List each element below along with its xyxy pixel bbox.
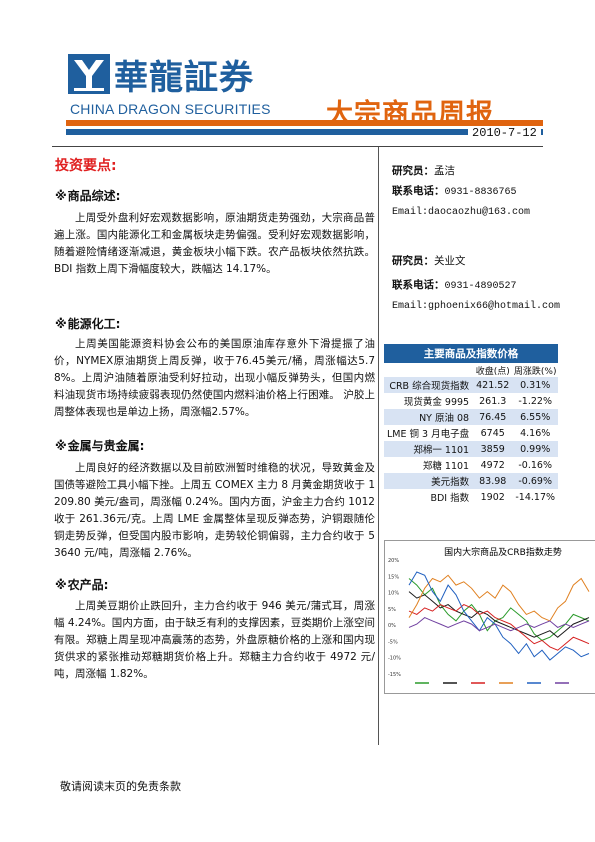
row-close: 1902 bbox=[480, 491, 505, 503]
series-line-4 bbox=[408, 571, 590, 661]
analyst-2-name: 研究员：关业文 bbox=[392, 253, 466, 268]
analyst-role-label: 研究员： bbox=[392, 165, 434, 177]
reference-mark: ※ bbox=[55, 578, 67, 592]
row-change: 0.99% bbox=[512, 441, 559, 457]
disclaimer-note: 敬请阅读末页的免责条款 bbox=[60, 780, 181, 793]
y-tick-label: -5% bbox=[388, 639, 398, 645]
chart-title: 国内大宗商品及CRB指数走势 bbox=[444, 546, 562, 558]
paragraph-agriculture: 上周美豆期价止跌回升，主力合约收于 946 美元/蒲式耳，周涨幅 4.24%。国… bbox=[54, 600, 375, 680]
report-date: 2010-7-12 bbox=[468, 126, 541, 140]
row-close: 76.45 bbox=[473, 409, 513, 425]
reference-mark: ※ bbox=[55, 317, 67, 331]
trend-chart-svg: 国内大宗商品及CRB指数走势 20% 15% 10% 5% 0% -5% -10% -15% bbox=[388, 546, 590, 684]
series-line-2 bbox=[408, 604, 590, 651]
row-close: 3859 bbox=[473, 441, 513, 457]
phone-label: 联系电话： bbox=[392, 185, 445, 197]
y-tick-label: 15% bbox=[388, 574, 399, 580]
row-close: 4972 bbox=[480, 459, 505, 471]
analyst-role-label: 研究员： bbox=[392, 255, 434, 267]
section-heading-text: 能源化工: bbox=[67, 317, 121, 331]
analyst-2-email[interactable]: Email:gphoenix66@hotmail.com bbox=[392, 301, 561, 312]
header-divider bbox=[52, 146, 543, 147]
row-name: NY 原油 08 bbox=[384, 409, 474, 425]
row-change: -0.69% bbox=[512, 473, 559, 489]
analyst-1-phone: 联系电话：0931-8836765 bbox=[392, 183, 517, 198]
column-header-change: 周涨跌(%) bbox=[512, 363, 559, 377]
phone-label: 联系电话： bbox=[392, 279, 445, 291]
table-row: 美元指数 83.98 -0.69% bbox=[384, 473, 559, 489]
phone-number: 0931-8836765 bbox=[444, 187, 517, 198]
section-heading-text: 农产品: bbox=[67, 578, 109, 592]
y-tick-label: 0% bbox=[388, 623, 396, 629]
table-row: CRB 综合现货指数 421.52 0.31% bbox=[384, 377, 559, 393]
paragraph-energy-chemical: 上周美国能源资料协会公布的美国原油库存意外下滑提振了油价，NYMEX原油期货上周… bbox=[54, 338, 375, 418]
analyst-name: 孟洁 bbox=[434, 165, 455, 177]
table-row: NY 原油 08 76.45 6.55% bbox=[384, 409, 559, 425]
section-title: 投资要点: bbox=[55, 158, 117, 174]
section-heading-text: 金属与贵金属: bbox=[67, 439, 145, 453]
analyst-2-phone: 联系电话：0931-4890527 bbox=[392, 277, 517, 292]
price-table-caption: 主要商品及指数价格 bbox=[384, 344, 559, 363]
row-close: 261.3 bbox=[479, 395, 507, 407]
analyst-1-name: 研究员：孟洁 bbox=[392, 163, 455, 178]
table-row: BDI 指数 1902 -14.17% bbox=[384, 489, 558, 505]
row-change: 0.31% bbox=[512, 377, 559, 393]
series-line-1 bbox=[408, 591, 590, 638]
row-name: 现货黄金 9995 bbox=[403, 397, 470, 408]
reference-mark: ※ bbox=[55, 189, 67, 203]
column-header-close: 收盘(点) bbox=[473, 363, 513, 377]
section-heading-text: 商品综述: bbox=[67, 189, 121, 203]
logo-chinese-name: 華龍証券 bbox=[114, 58, 254, 98]
analyst-name: 关业文 bbox=[434, 255, 466, 267]
series-line-3 bbox=[408, 574, 590, 622]
y-tick-label: 20% bbox=[388, 558, 399, 564]
row-change: -14.17% bbox=[515, 491, 556, 503]
y-tick-label: 10% bbox=[388, 591, 399, 597]
header-orange-bar bbox=[66, 120, 543, 126]
company-logo-icon bbox=[68, 54, 110, 94]
column-divider bbox=[378, 147, 379, 745]
column-header-name bbox=[384, 363, 474, 377]
analyst-1-email[interactable]: Email:daocaozhu@163.com bbox=[392, 207, 531, 218]
paragraph-commodity-overview: 上周受外盘利好宏观数据影响，原油期货走势强劲，大宗商品普遍上涨。国内能源化工和金… bbox=[54, 212, 375, 275]
y-tick-label: -10% bbox=[388, 656, 401, 662]
row-close: 83.98 bbox=[473, 473, 513, 489]
commodity-trend-chart: 国内大宗商品及CRB指数走势 20% 15% 10% 5% 0% -5% -10% -15% bbox=[384, 540, 595, 694]
row-name: 郑棉一 1101 bbox=[384, 441, 474, 457]
row-change: -1.22% bbox=[518, 395, 552, 407]
row-change: 4.16% bbox=[520, 427, 551, 439]
row-change: -0.16% bbox=[518, 459, 552, 471]
price-table: 主要商品及指数价格 收盘(点) 周涨跌(%) CRB 综合现货指数 421.52… bbox=[384, 344, 559, 505]
table-row: 郑糖 1101 4972 -0.16% bbox=[384, 457, 558, 473]
row-change: 6.55% bbox=[512, 409, 559, 425]
section-heading-agriculture: ※农产品: bbox=[55, 576, 108, 593]
header-blue-bar bbox=[66, 129, 543, 135]
row-name: CRB 综合现货指数 bbox=[384, 377, 474, 393]
phone-number: 0931-4890527 bbox=[444, 281, 517, 292]
table-row: 现货黄金 9995 261.3 -1.22% bbox=[384, 393, 558, 409]
table-row: LME 铜 3 月电子盘 6745 4.16% bbox=[384, 425, 558, 441]
logo-english-name: CHINA DRAGON SECURITIES bbox=[70, 101, 271, 117]
section-heading-energy-chemical: ※能源化工: bbox=[55, 315, 120, 332]
row-name: 美元指数 bbox=[384, 473, 474, 489]
row-name: 郑糖 1101 bbox=[422, 461, 470, 472]
paragraph-metals: 上周良好的经济数据以及目前欧洲暂时维稳的状况，导致黄金及国债等避险工具小幅下挫。… bbox=[54, 462, 375, 559]
row-name: BDI 指数 bbox=[430, 493, 470, 504]
section-heading-commodity-overview: ※商品综述: bbox=[55, 187, 120, 204]
row-close: 6745 bbox=[480, 427, 505, 439]
series-line-5 bbox=[408, 617, 590, 632]
table-row: 郑棉一 1101 3859 0.99% bbox=[384, 441, 559, 457]
y-tick-label: 5% bbox=[388, 607, 396, 613]
reference-mark: ※ bbox=[55, 439, 67, 453]
row-name: LME 铜 3 月电子盘 bbox=[387, 429, 470, 440]
section-heading-metals: ※金属与贵金属: bbox=[55, 437, 144, 454]
row-close: 421.52 bbox=[473, 377, 513, 393]
y-tick-label: -15% bbox=[388, 672, 401, 678]
